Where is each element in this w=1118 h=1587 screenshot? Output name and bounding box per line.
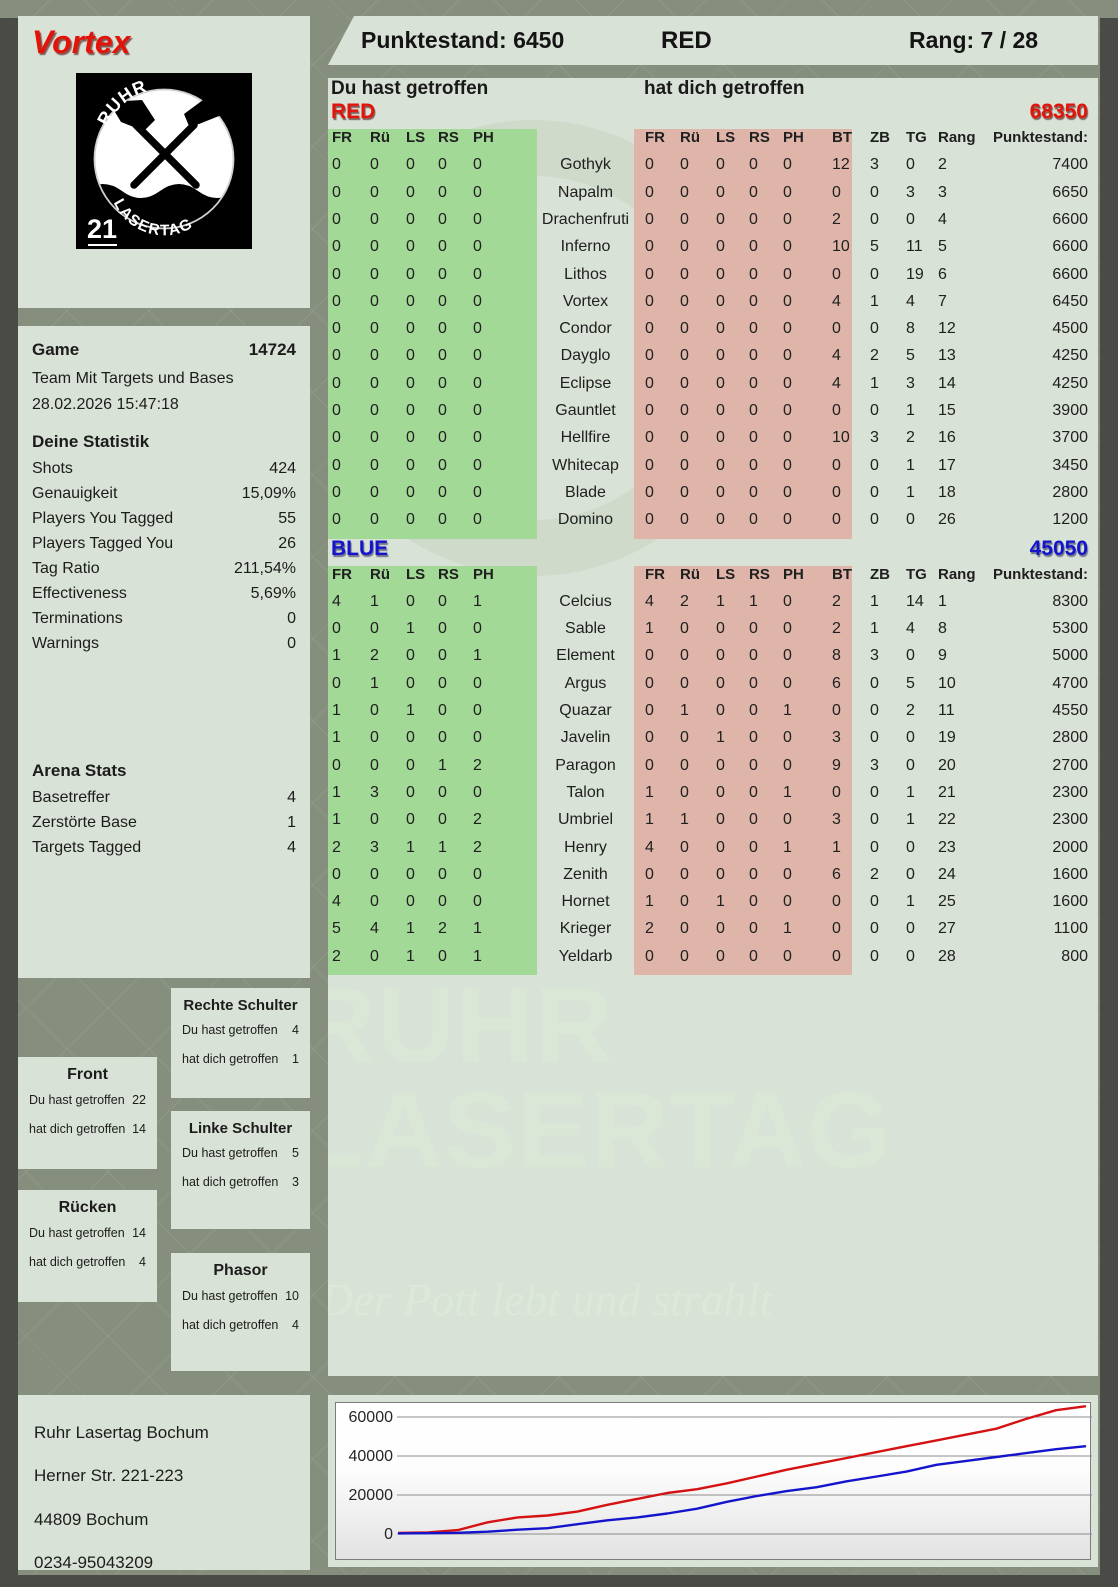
svg-text:0: 0 <box>384 1526 393 1543</box>
svg-text:20000: 20000 <box>349 1487 394 1504</box>
svg-text:40000: 40000 <box>349 1448 394 1465</box>
svg-text:21: 21 <box>87 214 117 244</box>
svg-text:60000: 60000 <box>349 1409 394 1426</box>
